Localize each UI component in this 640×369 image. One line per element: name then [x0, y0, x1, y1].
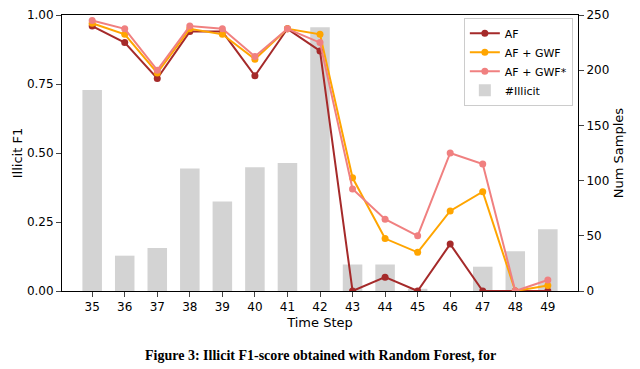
svg-text:45: 45 — [410, 300, 425, 314]
svg-text:48: 48 — [508, 300, 523, 314]
svg-text:Num Samples: Num Samples — [611, 108, 626, 199]
svg-text:0: 0 — [586, 284, 594, 298]
svg-text:AF + GWF*: AF + GWF* — [505, 66, 567, 79]
svg-text:42: 42 — [312, 300, 327, 314]
svg-text:46: 46 — [443, 300, 458, 314]
svg-text:Time Step: Time Step — [286, 315, 353, 330]
svg-text:Illicit F1: Illicit F1 — [10, 128, 25, 178]
svg-text:44: 44 — [377, 300, 392, 314]
svg-text:Figure 3: Illicit F1-score obt: Figure 3: Illicit F1-score obtained with… — [145, 348, 496, 363]
svg-text:43: 43 — [345, 300, 360, 314]
svg-text:#Illicit: #Illicit — [505, 85, 541, 98]
svg-text:50: 50 — [586, 229, 601, 243]
svg-text:39: 39 — [215, 300, 230, 314]
svg-text:40: 40 — [247, 300, 262, 314]
svg-text:49: 49 — [540, 300, 555, 314]
svg-text:200: 200 — [586, 63, 609, 77]
svg-text:36: 36 — [117, 300, 132, 314]
svg-text:100: 100 — [586, 174, 609, 188]
svg-text:150: 150 — [586, 119, 609, 133]
svg-text:35: 35 — [85, 300, 100, 314]
svg-text:41: 41 — [280, 300, 295, 314]
svg-text:AF + GWF: AF + GWF — [505, 47, 561, 60]
svg-text:1.00: 1.00 — [27, 8, 54, 22]
svg-text:0.25: 0.25 — [27, 215, 54, 229]
svg-text:37: 37 — [150, 300, 165, 314]
svg-text:250: 250 — [586, 8, 609, 22]
svg-text:0.50: 0.50 — [27, 146, 54, 160]
svg-text:0.00: 0.00 — [27, 284, 54, 298]
svg-text:47: 47 — [475, 300, 490, 314]
svg-text:38: 38 — [182, 300, 197, 314]
svg-text:0.75: 0.75 — [27, 77, 54, 91]
svg-text:AF: AF — [505, 28, 519, 41]
